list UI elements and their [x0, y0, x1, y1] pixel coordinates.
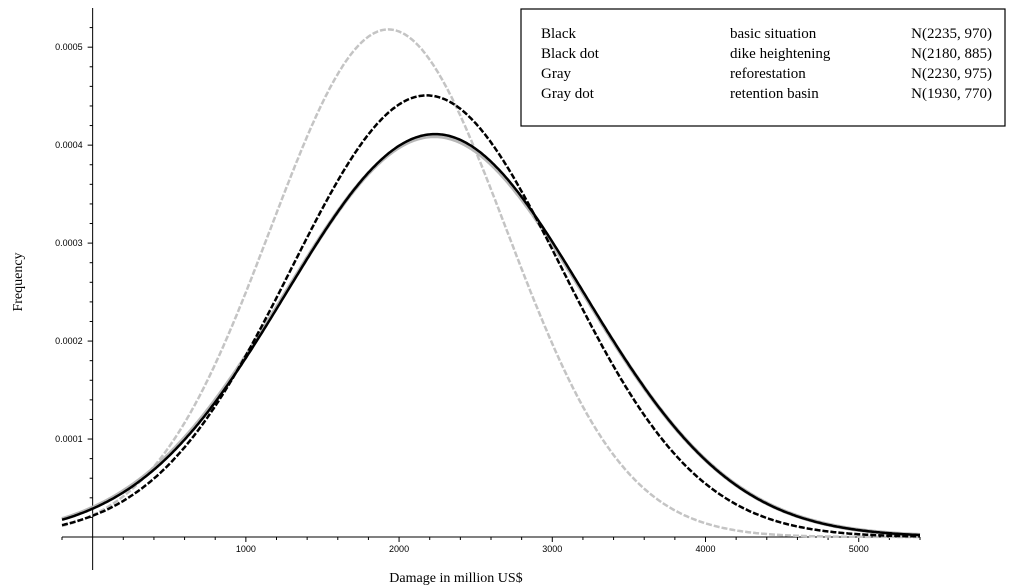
x-tick-label: 1000	[236, 544, 256, 554]
legend-description-black-dot: dike heightening	[730, 46, 831, 62]
legend-distribution-black: N(2235, 970)	[911, 26, 992, 42]
series-line-gray-dot	[61, 28, 920, 539]
y-tick-label: 0.0003	[55, 238, 83, 248]
legend-distribution-gray-dot: N(1930, 770)	[911, 86, 992, 102]
legend-box	[520, 8, 1006, 127]
legend: Black basic situation N(2235, 970) Black do…	[520, 8, 1006, 127]
x-tick-label: 4000	[695, 544, 715, 554]
legend-distribution-gray: N(2230, 975)	[911, 66, 992, 82]
y-minor-ticks	[87, 27, 93, 518]
legend-name-gray: Gray	[541, 66, 571, 82]
y-tick-label: 0.0002	[55, 336, 83, 346]
series-line-black	[61, 132, 920, 537]
series-line-black-dot	[61, 94, 920, 538]
x-tick-label: 5000	[849, 544, 869, 554]
x-minor-ticks	[61, 537, 921, 542]
y-tick-label: 0.0004	[55, 140, 83, 150]
legend-distribution-black-dot: N(2180, 885)	[911, 46, 992, 62]
y-tick-label: 0.0001	[55, 434, 83, 444]
legend-description-gray-dot: retention basin	[730, 86, 819, 102]
legend-name-black-dot: Black dot	[541, 46, 600, 62]
legend-description-gray: reforestation	[730, 66, 806, 82]
legend-name-gray-dot: Gray dot	[541, 86, 595, 102]
x-axis-title: Damage in million US$	[389, 571, 522, 586]
plot-area: 1000 2000 3000 4000 5000 0.00010.00020.00030…	[55, 8, 921, 570]
legend-rows: Black basic situation N(2235, 970) Black do…	[541, 26, 992, 102]
y-axis-title: Frequency	[11, 252, 26, 311]
x-tick-label: 3000	[542, 544, 562, 554]
x-tick-label: 2000	[389, 544, 409, 554]
legend-name-black: Black	[541, 26, 576, 42]
series-line-gray	[61, 134, 921, 537]
y-tick-labels: 0.0001 0.0002 0.0003 0.0004 0.0005	[55, 42, 83, 444]
legend-description-black: basic situation	[730, 26, 817, 42]
series-layer	[61, 28, 921, 539]
x-tick-labels: 1000 2000 3000 4000 5000	[236, 544, 869, 554]
y-tick-label: 0.0005	[55, 42, 83, 52]
